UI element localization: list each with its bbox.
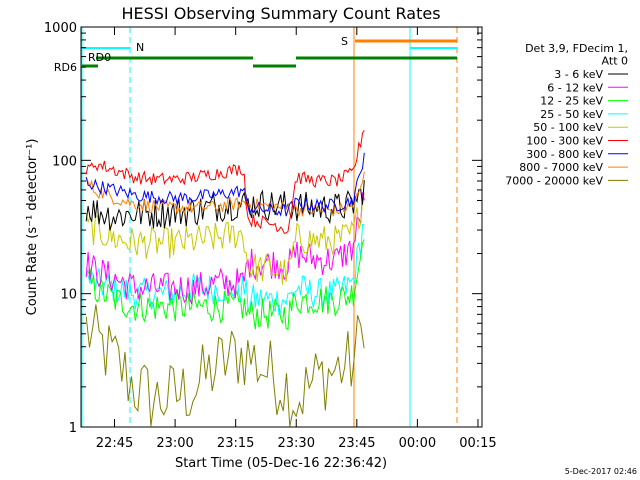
legend-label: 6 - 12 keV [547,81,603,94]
legend-label: 300 - 800 keV [526,148,603,161]
x-tick-label: 23:00 [156,436,193,451]
series-line-4 [85,192,365,285]
series-line-0 [85,180,365,231]
axes: 22:45 23:00 23:15 23:30 23:45 00:00 00:15 1 10 10… [44,21,497,451]
x-tick-label: 23:15 [217,436,254,451]
y-tick-label: 1 [69,421,77,436]
series-line-2 [85,239,365,331]
flag-label-rd0: RD0 [88,51,111,64]
legend-label: 12 - 25 keV [540,95,603,108]
series-line-3 [86,223,365,317]
x-tick-label: 22:45 [96,436,133,451]
y-tick-label: 1000 [44,21,77,36]
timestamp: 5-Dec-2017 02:46 [565,467,637,476]
flag-label-n: N [136,41,144,54]
x-tick-label: 23:45 [338,436,375,451]
legend-label: 800 - 7000 keV [519,161,603,174]
y-tick-label: 100 [52,154,77,169]
x-tick-label: 00:00 [399,436,436,451]
series-line-8 [85,304,365,427]
y-tick-label: 10 [60,288,77,303]
legend-label: 7000 - 20000 keV [505,174,603,187]
legend-header: Att 0 [602,55,628,68]
y-axis-label: Count Rate (s⁻¹ detector⁻¹) [25,139,40,316]
x-axis-label: Start Time (05-Dec-16 22:36:42) [175,456,387,471]
x-tick-label: 00:15 [459,436,496,451]
legend-header: Det 3,9, FDecim 1, [525,42,628,55]
legend-label: 50 - 100 keV [533,121,603,134]
chart-title: HESSI Observing Summary Count Rates [121,4,440,23]
series-line-6 [85,152,365,217]
legend-label: 25 - 50 keV [540,108,603,121]
flag-overlays: RD6 RD0 N S [54,27,458,427]
series-line-1 [85,192,365,305]
legend-label: 3 - 6 keV [554,68,603,81]
series-line-5 [85,130,365,234]
plot-frame [80,26,483,428]
legend-label: 100 - 300 keV [526,135,603,148]
x-tick-label: 23:30 [278,436,315,451]
series-line-7 [85,171,365,218]
flag-label-s: S [341,35,348,48]
series-layer [85,130,365,427]
flag-label-rd6: RD6 [54,61,77,74]
